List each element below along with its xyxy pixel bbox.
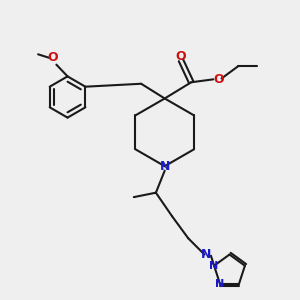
Text: O: O [176, 50, 186, 63]
Text: O: O [47, 51, 58, 64]
Text: O: O [213, 73, 224, 86]
Text: N: N [160, 160, 170, 173]
Text: N: N [201, 248, 211, 261]
Text: N: N [215, 279, 225, 289]
Text: N: N [209, 261, 219, 271]
